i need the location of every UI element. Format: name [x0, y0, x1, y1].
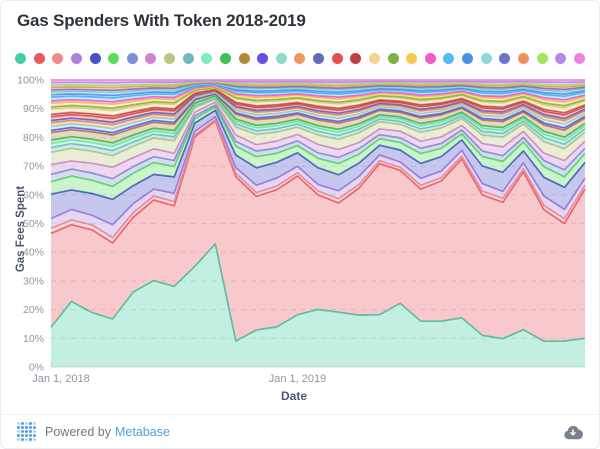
legend-dot-26[interactable]: [480, 53, 492, 64]
y-axis-label: Gas Fees Spent: [15, 185, 27, 273]
metabase-logo-icon: [17, 422, 36, 441]
legend-dot-29[interactable]: [536, 53, 548, 64]
y-tick-60%: 60%: [23, 189, 44, 201]
x-axis-label: Date: [281, 389, 307, 403]
footer: Powered by Metabase: [1, 414, 599, 448]
legend-dot-10[interactable]: [182, 53, 194, 64]
legend-dot-5[interactable]: [89, 53, 101, 64]
y-tick-100%: 100%: [17, 75, 44, 87]
legend-dot-25[interactable]: [462, 53, 473, 64]
area-series-15[interactable]: [51, 92, 585, 133]
powered-by-text: Powered by: [45, 424, 112, 439]
metabase-link[interactable]: Metabase: [115, 424, 170, 439]
area-series-5[interactable]: [51, 110, 585, 225]
legend-dot-1[interactable]: [15, 53, 26, 64]
legend-dot-30[interactable]: [555, 53, 567, 64]
legend-dot-2[interactable]: [33, 53, 45, 64]
legend-dot-6[interactable]: [108, 53, 120, 64]
area-series-23[interactable]: [51, 85, 585, 105]
area-series-1[interactable]: [51, 244, 585, 367]
y-tick-30%: 30%: [23, 275, 44, 287]
area-series-2[interactable]: [51, 121, 585, 342]
legend-dot-12[interactable]: [219, 53, 231, 64]
legend-dot-27[interactable]: [499, 53, 511, 64]
y-tick-10%: 10%: [23, 333, 44, 345]
x-tick-jan-1-2019: Jan 1, 2019: [269, 373, 327, 385]
area-series-10[interactable]: [51, 97, 585, 156]
legend-dot-22[interactable]: [406, 53, 418, 64]
area-series-18[interactable]: [51, 89, 585, 123]
y-tick-20%: 20%: [23, 304, 44, 316]
legend-dot-20[interactable]: [368, 53, 380, 64]
chart-svg[interactable]: 0% 10% 20% 30% 40% 50% 60% 70% 80% 90% 100% Jan 1, …: [1, 67, 600, 407]
legend-dot-11[interactable]: [201, 53, 213, 64]
legend-dot-3[interactable]: [52, 53, 64, 64]
legend-dot-18[interactable]: [331, 53, 343, 64]
legend-dot-19[interactable]: [350, 53, 362, 64]
legend-dot-8[interactable]: [145, 53, 157, 64]
legend-dot-7[interactable]: [126, 53, 138, 64]
cloud-download-icon[interactable]: [563, 424, 583, 440]
y-tick-0%: 0%: [29, 362, 44, 374]
legend-dot-17[interactable]: [313, 53, 324, 64]
legend-dot-21[interactable]: [387, 53, 399, 64]
chart-legend: [15, 52, 585, 65]
legend-dot-28[interactable]: [517, 53, 529, 64]
legend-dot-31[interactable]: [573, 53, 585, 64]
x-tick-jan-1-2018: Jan 1, 2018: [32, 373, 90, 385]
legend-dot-15[interactable]: [275, 53, 287, 64]
legend-dot-23[interactable]: [424, 53, 436, 64]
legend-dot-4[interactable]: [70, 53, 82, 64]
area-series-21[interactable]: [51, 87, 585, 111]
area-series-9[interactable]: [51, 99, 585, 168]
legend-dot-9[interactable]: [164, 53, 175, 64]
area-series-7[interactable]: [51, 105, 585, 187]
y-tick-80%: 80%: [23, 132, 44, 144]
legend-dot-13[interactable]: [238, 53, 250, 64]
y-tick-70%: 70%: [23, 161, 44, 173]
legend-dot-14[interactable]: [257, 53, 269, 64]
area-series-16[interactable]: [51, 91, 585, 129]
legend-dot-16[interactable]: [294, 53, 306, 64]
chart-area[interactable]: 0% 10% 20% 30% 40% 50% 60% 70% 80% 90% 100% Jan 1, …: [1, 67, 600, 407]
y-tick-90%: 90%: [23, 103, 44, 115]
page-title: Gas Spenders With Token 2018-2019: [17, 11, 306, 30]
y-tick-40%: 40%: [23, 247, 44, 259]
legend-dot-24[interactable]: [443, 53, 455, 64]
y-tick-50%: 50%: [23, 218, 44, 230]
